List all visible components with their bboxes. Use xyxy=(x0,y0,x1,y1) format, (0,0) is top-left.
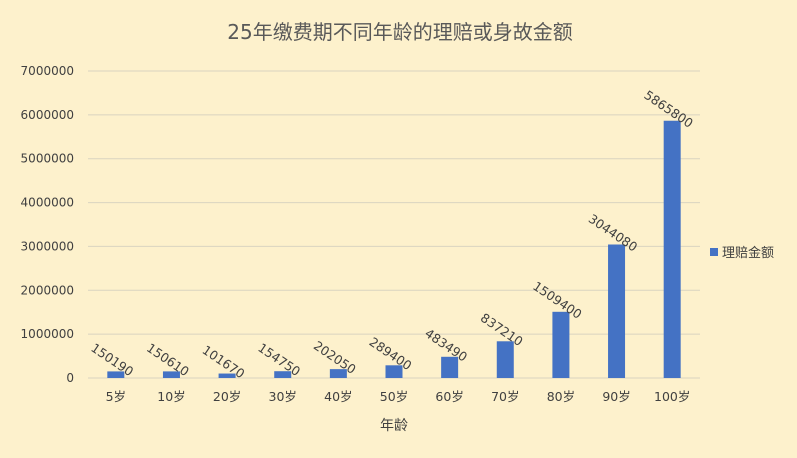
y-tick-label: 0 xyxy=(66,371,74,385)
x-tick-label: 30岁 xyxy=(269,389,297,404)
y-tick-label: 1000000 xyxy=(21,327,74,341)
bar xyxy=(608,244,626,378)
bar xyxy=(274,371,292,378)
x-axis-categories: 5岁 10岁 20岁 30岁 40岁 50岁 60岁 70岁 80岁 90岁 100岁 xyxy=(106,389,691,404)
x-tick-label: 60岁 xyxy=(435,389,463,404)
x-axis-title: 年龄 xyxy=(380,418,408,434)
x-tick-label: 70岁 xyxy=(491,389,519,404)
y-tick-label: 7000000 xyxy=(21,64,74,78)
x-tick-label: 40岁 xyxy=(324,389,352,404)
x-tick-label: 20岁 xyxy=(213,389,241,404)
bar xyxy=(552,311,570,378)
x-tick-label: 90岁 xyxy=(602,389,630,404)
bar xyxy=(441,356,459,378)
y-tick-label: 2000000 xyxy=(21,283,74,297)
bar xyxy=(329,369,347,378)
x-tick-label: 80岁 xyxy=(547,389,575,404)
y-tick-label: 5000000 xyxy=(21,152,74,166)
x-tick-label: 50岁 xyxy=(380,389,408,404)
bar xyxy=(162,371,180,378)
x-tick-label: 100岁 xyxy=(654,389,690,404)
y-tick-label: 6000000 xyxy=(21,108,74,122)
y-axis-ticks: 0 1000000 2000000 3000000 4000000 5000000 6000… xyxy=(21,64,74,385)
legend: 理赔金额 xyxy=(710,245,774,261)
legend-label: 理赔金额 xyxy=(722,245,774,261)
bar xyxy=(496,341,514,378)
bar xyxy=(107,371,125,378)
gridlines xyxy=(88,70,700,379)
bar xyxy=(218,373,236,378)
x-tick-label: 5岁 xyxy=(106,389,126,404)
bar xyxy=(385,365,403,378)
legend-swatch xyxy=(710,248,718,256)
x-tick-label: 10岁 xyxy=(157,389,185,404)
chart-title: 25年缴费期不同年龄的理赔或身故金额 xyxy=(227,20,572,44)
bar xyxy=(663,120,681,379)
y-tick-label: 4000000 xyxy=(21,196,74,210)
y-tick-label: 3000000 xyxy=(21,239,74,253)
data-labels: 150190 150610 101670 154750 202050 289400 4834… xyxy=(88,87,696,381)
bars xyxy=(107,120,681,379)
